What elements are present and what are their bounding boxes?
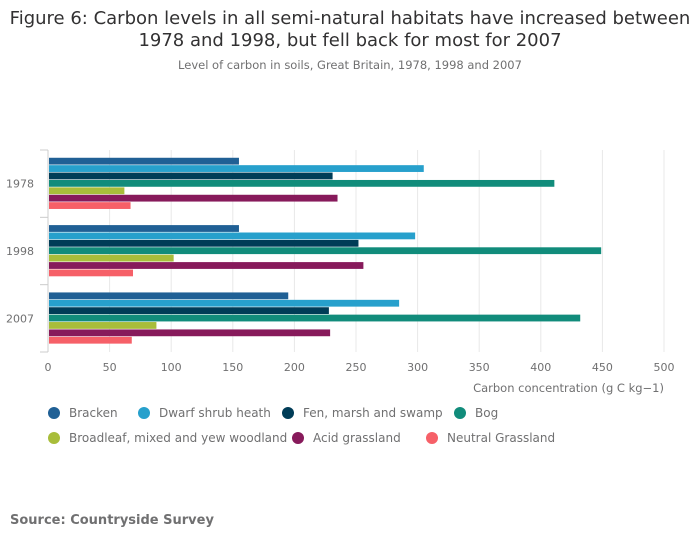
x-tick-label: 450 <box>592 361 613 374</box>
x-tick-label: 0 <box>45 361 52 374</box>
bar-acid-grassland <box>49 194 338 202</box>
legend-marker-icon <box>454 407 466 419</box>
legend-marker-icon <box>282 407 294 419</box>
source-note: Source: Countryside Survey <box>10 513 214 528</box>
bar-dwarf-shrub-heath <box>49 232 416 240</box>
bar-broadleaf-mixed-and-yew-woodland <box>49 322 157 329</box>
x-tick-label: 300 <box>407 361 428 374</box>
y-category-label: 2007 <box>6 312 34 325</box>
bar-dwarf-shrub-heath <box>49 299 400 307</box>
bar-bog <box>49 179 555 187</box>
bar-bracken <box>49 225 239 232</box>
legend-item[interactable]: Bog <box>454 406 498 420</box>
legend-label: Broadleaf, mixed and yew woodland <box>69 431 288 445</box>
x-tick-label: 250 <box>346 361 367 374</box>
legend-item[interactable]: Acid grassland <box>292 431 401 445</box>
bar-chart: 0 50 100 150 200 250 300 350 400 450 500 1978 1998 20… <box>6 149 675 395</box>
bar-fen-marsh-and-swamp <box>49 307 329 315</box>
x-tick-label: 500 <box>654 361 675 374</box>
legend-label: Dwarf shrub heath <box>159 406 271 420</box>
bar-bracken <box>49 292 289 300</box>
bar-neutral-grassland <box>49 269 134 277</box>
bar-bracken <box>49 157 239 165</box>
bar-dwarf-shrub-heath <box>49 165 424 172</box>
bar-acid-grassland <box>49 262 364 269</box>
x-tick-label: 200 <box>284 361 305 374</box>
legend-item[interactable]: Fen, marsh and swamp <box>282 406 443 420</box>
x-axis-label: Carbon concentration (g C kg−1) <box>473 381 664 395</box>
bar-neutral-grassland <box>49 202 131 209</box>
bar-fen-marsh-and-swamp <box>49 239 359 247</box>
legend-item[interactable]: Bracken <box>48 406 118 420</box>
bar-neutral-grassland <box>49 336 132 344</box>
chart-subtitle: Level of carbon in soils, Great Britain,… <box>178 58 522 72</box>
x-tick-label: 50 <box>103 361 117 374</box>
chart-title: Figure 6: Carbon levels in all semi-natu… <box>9 8 691 51</box>
legend-item[interactable]: Dwarf shrub heath <box>138 406 271 420</box>
legend-label: Fen, marsh and swamp <box>303 406 443 420</box>
bar-bog <box>49 314 581 322</box>
bar-fen-marsh-and-swamp <box>49 172 333 180</box>
legend-item[interactable]: Broadleaf, mixed and yew woodland <box>48 431 287 445</box>
x-tick-label: 400 <box>530 361 551 374</box>
y-category-label: 1978 <box>6 178 34 191</box>
legend-label: Bracken <box>69 406 118 420</box>
legend-label: Bog <box>475 406 499 420</box>
legend-marker-icon <box>48 432 60 444</box>
x-tick-label: 100 <box>161 361 182 374</box>
legend-item[interactable]: Neutral Grassland <box>426 431 555 445</box>
legend-label: Neutral Grassland <box>447 431 556 445</box>
legend-marker-icon <box>292 432 304 444</box>
y-category-label: 1998 <box>6 245 34 258</box>
x-tick-label: 150 <box>222 361 243 374</box>
bar-bog <box>49 247 602 255</box>
bar-broadleaf-mixed-and-yew-woodland <box>49 254 174 262</box>
legend-label: Acid grassland <box>313 431 401 445</box>
bar-broadleaf-mixed-and-yew-woodland <box>49 187 125 195</box>
x-tick-label: 350 <box>469 361 490 374</box>
legend-marker-icon <box>138 407 150 419</box>
legend-marker-icon <box>426 432 438 444</box>
legend-marker-icon <box>48 407 60 419</box>
bar-acid-grassland <box>49 329 331 337</box>
